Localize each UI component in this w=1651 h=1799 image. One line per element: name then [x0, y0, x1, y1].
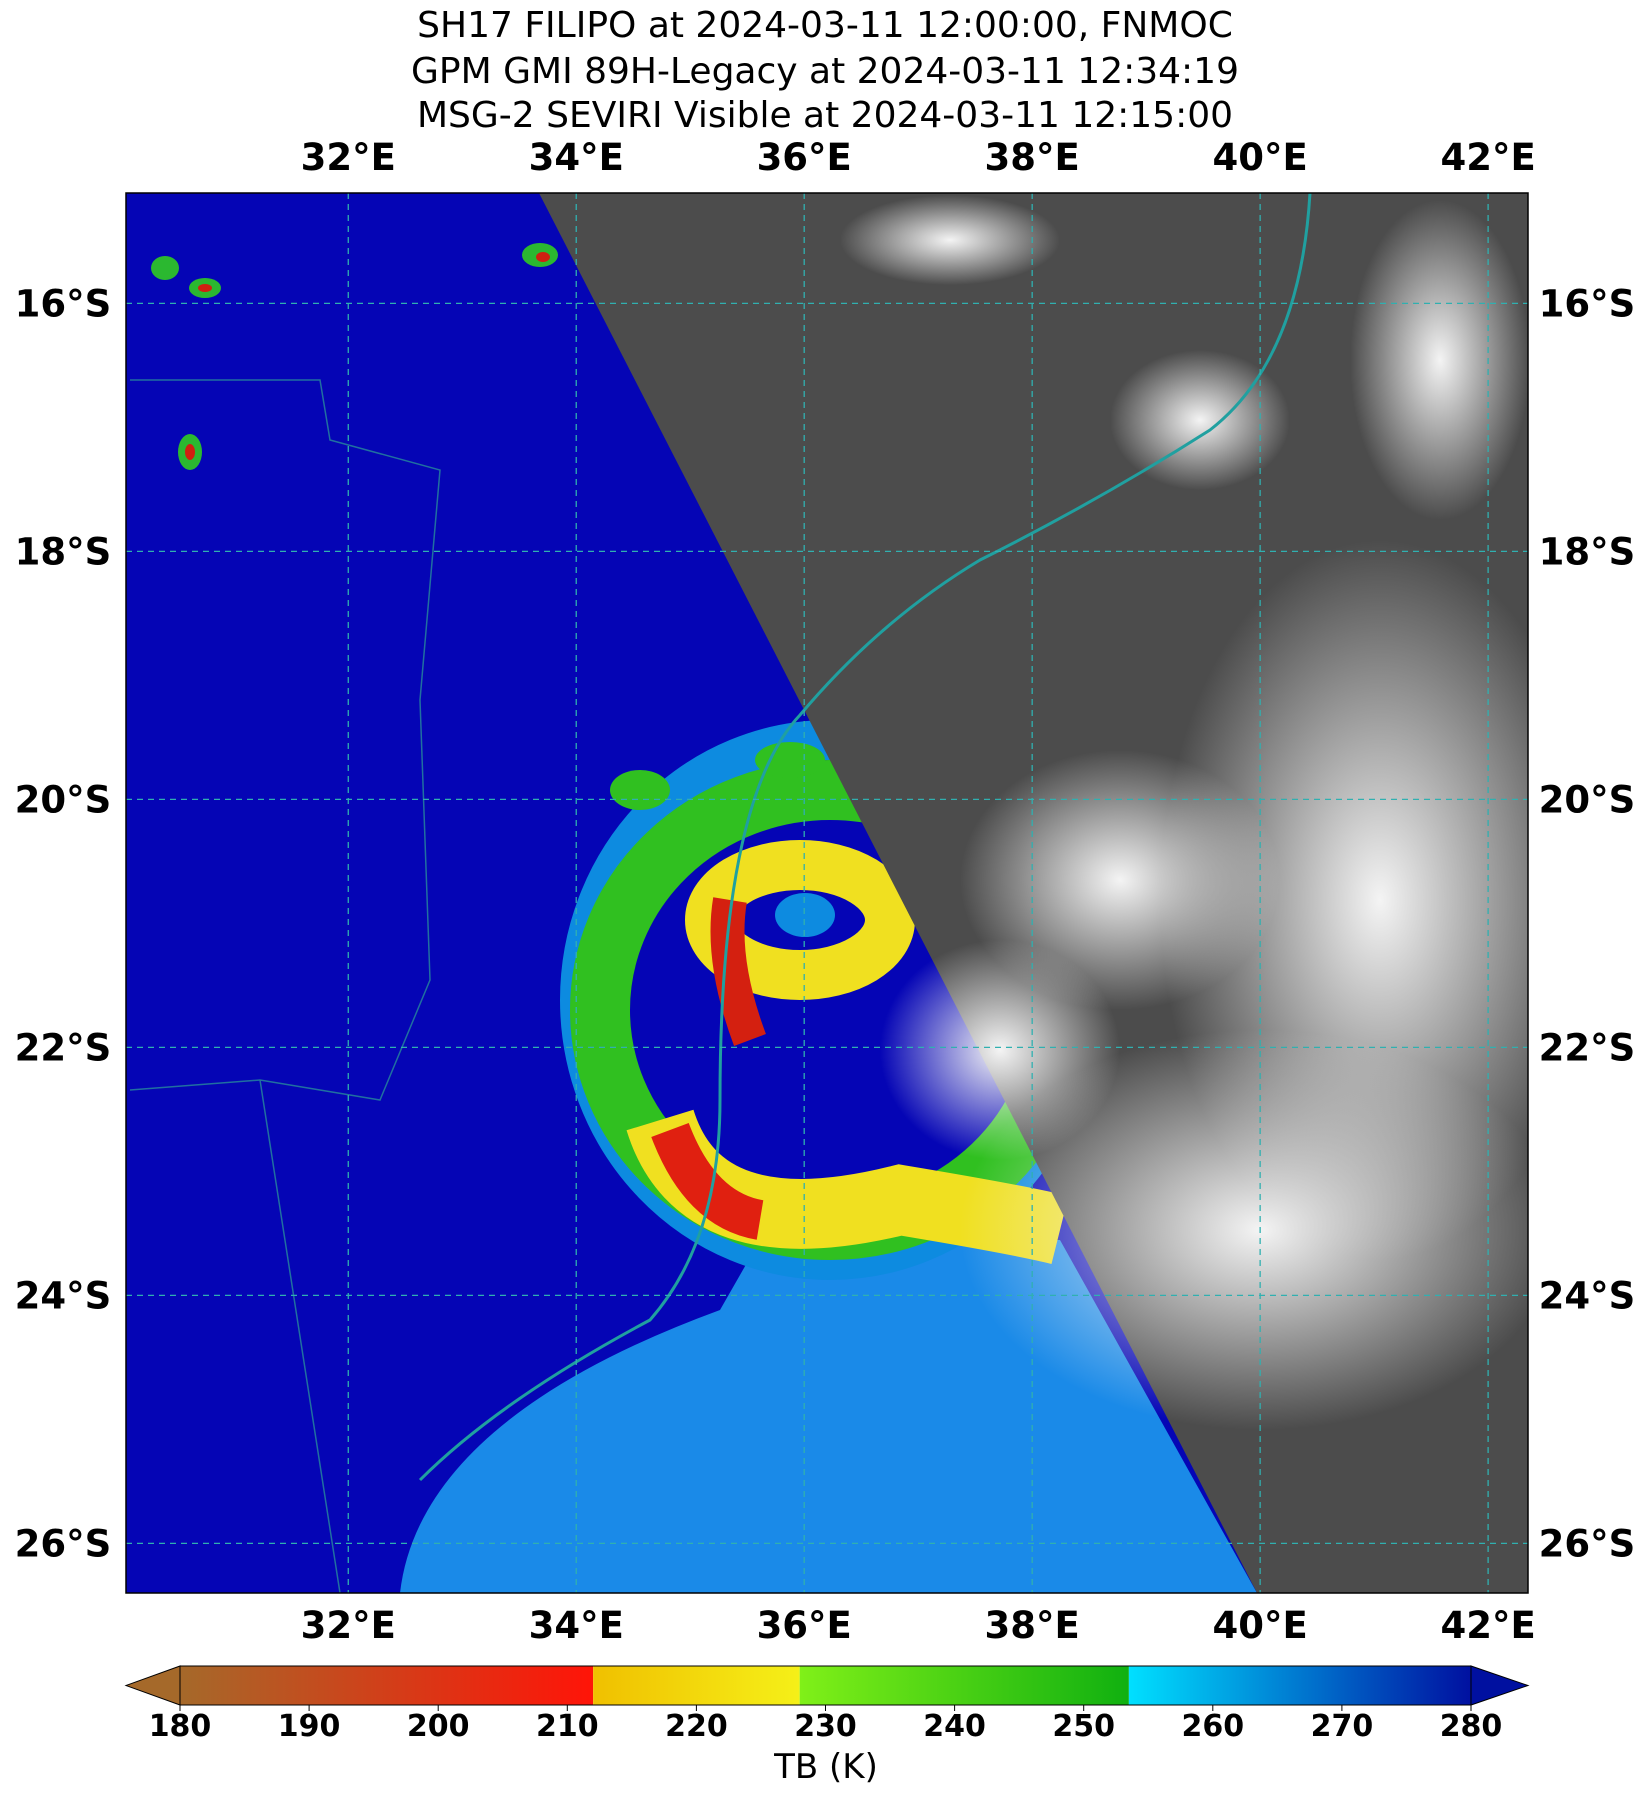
x-tick-label: 38°E [985, 1604, 1080, 1647]
colorbar-label: TB (K) [773, 1747, 878, 1787]
imagery [126, 193, 1528, 1593]
colorbar-tick-label: 180 [149, 1709, 212, 1744]
y-tick-label: 26°S [15, 1522, 112, 1565]
grid [126, 193, 1528, 1593]
x-tick-label: 38°E [985, 136, 1080, 179]
x-tick-label: 32°E [301, 136, 396, 179]
colorbar-tick-label: 260 [1181, 1709, 1244, 1744]
borders [129, 379, 441, 1593]
colorbar-tick-label: 280 [1440, 1709, 1503, 1744]
y-tick-label: 22°S [15, 1026, 112, 1069]
y-tick-label: 26°S [1539, 1522, 1636, 1565]
y-tick-label: 24°S [15, 1274, 112, 1317]
colorbar-segment [593, 1666, 800, 1705]
y-tick-label: 20°S [1539, 778, 1636, 821]
title-line: GPM GMI 89H-Legacy at 2024-03-11 12:34:1… [411, 51, 1239, 92]
x-tick-label: 34°E [529, 1604, 624, 1647]
y-tick-label: 18°S [1539, 530, 1636, 573]
colorbar-tick-label: 250 [1052, 1709, 1115, 1744]
y-tick-label: 22°S [1539, 1026, 1636, 1069]
colorbar-tick-label: 190 [278, 1709, 341, 1744]
x-tick-label: 42°E [1440, 136, 1535, 179]
x-tick-label: 36°E [757, 136, 852, 179]
x-tick-label: 40°E [1213, 1604, 1308, 1647]
y-tick-label: 18°S [15, 530, 112, 573]
colorbar-tick-label: 270 [1311, 1709, 1374, 1744]
title-line: MSG-2 SEVIRI Visible at 2024-03-11 12:15… [417, 95, 1233, 136]
colorbar-extend-high [1470, 1665, 1530, 1706]
colorbar-tick-label: 220 [665, 1709, 728, 1744]
x-tick-label: 40°E [1213, 136, 1308, 179]
title-line: SH17 FILIPO at 2024-03-11 12:00:00, FNMO… [417, 5, 1233, 46]
clouds [840, 195, 1528, 1430]
x-tick-label: 34°E [529, 136, 624, 179]
colorbar-extend-low [124, 1665, 181, 1706]
x-tick-label: 42°E [1440, 1604, 1535, 1647]
colorbar-tick-label: 210 [536, 1709, 599, 1744]
y-tick-label: 16°S [15, 282, 112, 325]
map-frame [125, 192, 1529, 1594]
coastline [418, 193, 1312, 1482]
colorbar-segment [799, 1666, 1129, 1705]
y-tick-label: 16°S [1539, 282, 1636, 325]
y-tick-label: 24°S [1539, 1274, 1636, 1317]
colorbar-segment [1128, 1666, 1471, 1705]
x-tick-label: 32°E [301, 1604, 396, 1647]
colorbar-segment [180, 1666, 594, 1705]
colorbar-tick-label: 200 [407, 1709, 470, 1744]
x-tick-label: 36°E [757, 1604, 852, 1647]
y-tick-label: 20°S [15, 778, 112, 821]
colorbar-tick-label: 230 [794, 1709, 857, 1744]
colorbar-tick-label: 240 [923, 1709, 986, 1744]
